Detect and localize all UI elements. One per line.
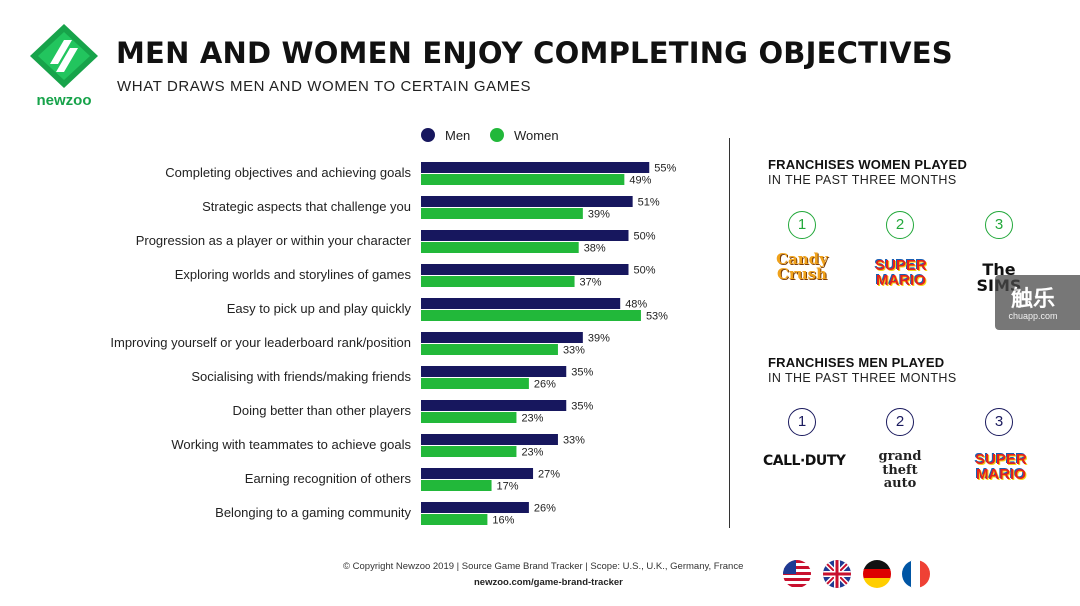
category-label: Progression as a player or within your c… (136, 233, 412, 248)
data-label-men: 27% (538, 469, 560, 481)
category-label: Belonging to a gaming community (215, 505, 411, 520)
bar-men (421, 264, 629, 275)
bar-men (421, 502, 529, 513)
france-flag-icon (902, 560, 930, 588)
data-label-women: 53% (646, 311, 668, 323)
category-label: Socialising with friends/making friends (191, 369, 411, 384)
bar-women (421, 310, 641, 321)
data-label-women: 38% (584, 243, 606, 255)
bar-women (421, 412, 517, 423)
bar-men (421, 162, 650, 173)
category-label: Strategic aspects that challenge you (202, 199, 411, 214)
bar-women (421, 480, 492, 491)
legend-label-men: Men (445, 128, 470, 143)
data-label-men: 35% (571, 401, 593, 413)
women-rank-3: 3 (985, 211, 1013, 239)
men-panel-title: FRANCHISES MEN PLAYED (768, 355, 945, 370)
category-label: Completing objectives and achieving goal… (165, 165, 411, 180)
men-rank-2: 2 (886, 408, 914, 436)
data-label-women: 26% (534, 379, 556, 391)
men-rank-1: 1 (788, 408, 816, 436)
bar-women (421, 344, 558, 355)
page-title: MEN AND WOMEN ENJOY COMPLETING OBJECTIVE… (116, 36, 953, 70)
data-label-men: 55% (654, 163, 676, 175)
category-label: Doing better than other players (233, 403, 412, 418)
newzoo-logo: newzoo (26, 22, 102, 112)
data-label-men: 50% (634, 231, 656, 243)
women-rank-1: 1 (788, 211, 816, 239)
super-mario-logo: SUPER MARIO (875, 257, 927, 289)
women-panel-title: FRANCHISES WOMEN PLAYED (768, 157, 968, 172)
chuapp-watermark: 触乐 chuapp.com (995, 275, 1080, 330)
super-mario-logo-men: SUPER MARIO (975, 451, 1027, 483)
bar-women (421, 174, 625, 185)
data-label-men: 33% (563, 435, 585, 447)
newzoo-logo-icon (30, 24, 98, 88)
legend-swatch-women (490, 128, 504, 142)
bar-women (421, 208, 583, 219)
men-panel-subtitle: IN THE PAST THREE MONTHS (768, 371, 957, 385)
bar-women (421, 242, 579, 253)
bar-men (421, 468, 534, 479)
call-of-duty-logo: CALL·DUTY (763, 453, 846, 469)
bar-chart: Men Women Completing objectives and achiev… (110, 128, 676, 527)
men-rank-3: 3 (985, 408, 1013, 436)
category-label: Exploring worlds and storylines of games (175, 267, 412, 282)
legend-swatch-men (421, 128, 435, 142)
category-label: Earning recognition of others (245, 471, 412, 486)
page-subtitle: WHAT DRAWS MEN AND WOMEN TO CERTAIN GAME… (117, 78, 532, 95)
bar-women (421, 446, 517, 457)
logo-wordmark: newzoo (36, 92, 92, 109)
uk-flag-icon (823, 560, 851, 588)
data-label-women: 37% (580, 277, 602, 289)
category-label: Easy to pick up and play quickly (227, 301, 412, 316)
women-rank-2: 2 (886, 211, 914, 239)
bar-men (421, 366, 567, 377)
category-label: Working with teammates to achieve goals (171, 437, 411, 452)
data-label-men: 39% (588, 333, 610, 345)
bar-men (421, 298, 621, 309)
bar-men (421, 332, 583, 343)
bar-women (421, 378, 529, 389)
bar-men (421, 230, 629, 241)
bar-men (421, 434, 558, 445)
bar-women (421, 276, 575, 287)
us-flag-icon (783, 560, 811, 588)
data-label-men: 26% (534, 503, 556, 515)
data-label-women: 16% (492, 515, 514, 527)
data-label-men: 48% (625, 299, 647, 311)
legend-label-women: Women (514, 128, 559, 143)
data-label-women: 33% (563, 345, 585, 357)
germany-flag-icon (863, 560, 891, 588)
candy-crush-logo: Candy Crush (776, 250, 828, 283)
footer-copyright: © Copyright Newzoo 2019 | Source Game Br… (343, 561, 744, 572)
data-label-men: 35% (571, 367, 593, 379)
data-label-women: 17% (497, 481, 519, 493)
bar-men (421, 196, 633, 207)
data-label-women: 23% (521, 413, 543, 425)
data-label-women: 39% (588, 209, 610, 221)
women-panel-subtitle: IN THE PAST THREE MONTHS (768, 173, 957, 187)
gta-logo: grand theft auto (878, 449, 922, 492)
data-label-women: 49% (629, 175, 651, 187)
watermark-main: 触乐 (1010, 286, 1055, 311)
data-label-men: 51% (638, 197, 660, 209)
footer-link[interactable]: newzoo.com/game-brand-tracker (474, 577, 623, 588)
bar-men (421, 400, 567, 411)
category-label: Improving yourself or your leaderboard r… (110, 335, 411, 350)
divider (729, 138, 730, 528)
watermark-sub: chuapp.com (1008, 311, 1058, 321)
bar-women (421, 514, 488, 525)
data-label-men: 50% (634, 265, 656, 277)
data-label-women: 23% (521, 447, 543, 459)
